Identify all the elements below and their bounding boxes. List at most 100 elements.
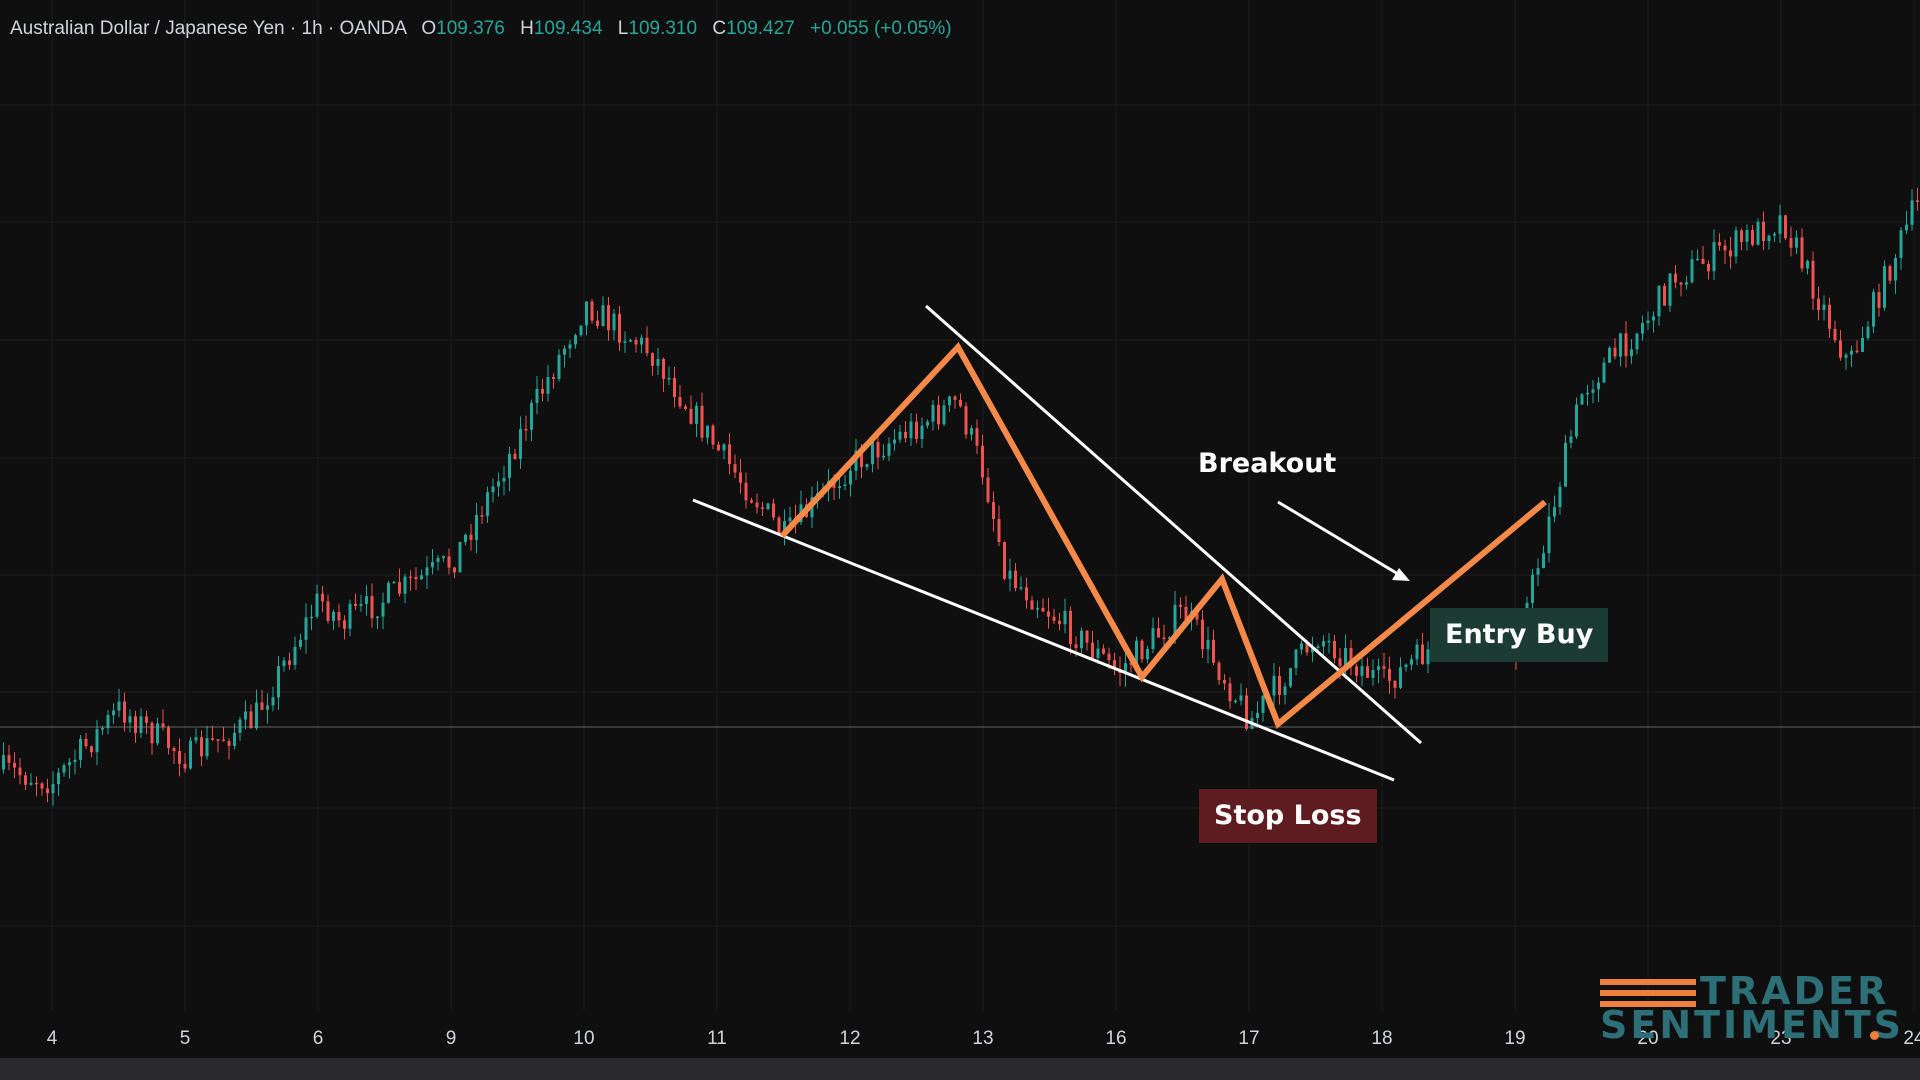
candle-body bbox=[1883, 266, 1886, 308]
candle-body bbox=[392, 581, 396, 584]
candle-body bbox=[409, 576, 412, 579]
candle-body bbox=[464, 534, 467, 542]
candle-body bbox=[1179, 604, 1182, 607]
candle-body bbox=[1586, 392, 1589, 395]
candle-body bbox=[1146, 648, 1149, 660]
candle-body bbox=[359, 603, 363, 607]
candle-body bbox=[106, 715, 110, 729]
candle-body bbox=[1690, 259, 1694, 283]
candle-body bbox=[73, 759, 77, 763]
candle-body bbox=[1745, 229, 1749, 242]
candle-body bbox=[1091, 642, 1094, 658]
candle-body bbox=[156, 723, 159, 744]
candle-body bbox=[205, 738, 209, 757]
logo-word-sentiments: SENTIMENTS bbox=[1600, 1003, 1905, 1047]
candle-body bbox=[546, 377, 550, 394]
candle-body bbox=[1058, 620, 1061, 625]
candle-body bbox=[777, 517, 781, 534]
candle-body bbox=[761, 507, 764, 510]
candle-body bbox=[1542, 553, 1545, 569]
candle-body bbox=[326, 601, 330, 621]
candle-body bbox=[557, 354, 561, 379]
candle-body bbox=[128, 716, 132, 723]
candle-body bbox=[1272, 675, 1276, 696]
candle-body bbox=[1327, 640, 1331, 643]
candle-body bbox=[1300, 643, 1303, 650]
candle-body bbox=[1212, 639, 1215, 663]
candle-body bbox=[788, 517, 792, 522]
candle-body bbox=[1696, 258, 1699, 261]
candle-body bbox=[1206, 639, 1210, 650]
logo-dot bbox=[1870, 1031, 1879, 1040]
candle-body bbox=[1663, 285, 1666, 306]
candle-body bbox=[530, 402, 533, 430]
stop-loss-label: Stop Loss bbox=[1199, 789, 1377, 843]
candle-body bbox=[1608, 347, 1611, 363]
candle-body bbox=[1003, 542, 1006, 579]
candle-body bbox=[1278, 675, 1281, 695]
candle-body bbox=[458, 541, 462, 573]
x-tick-label: 16 bbox=[1105, 1028, 1126, 1049]
candle-body bbox=[1256, 712, 1259, 719]
candle-body bbox=[447, 556, 451, 568]
candle-body bbox=[1773, 233, 1776, 236]
candle-body bbox=[332, 611, 335, 621]
chart-header: Australian Dollar / Japanese Yen · 1h · … bbox=[10, 18, 952, 40]
candle-body bbox=[1635, 333, 1639, 350]
candle-body bbox=[1619, 333, 1622, 357]
candle-body bbox=[1421, 644, 1424, 665]
candle-body bbox=[1047, 611, 1050, 617]
candle-body bbox=[1162, 637, 1166, 640]
candle-body bbox=[1536, 568, 1540, 575]
candle-body bbox=[678, 397, 682, 407]
candle-body bbox=[1322, 641, 1325, 647]
candle-body bbox=[1366, 666, 1369, 678]
candle-body bbox=[90, 746, 93, 753]
candle-body bbox=[513, 453, 517, 459]
candle-body bbox=[612, 313, 616, 331]
candle-body bbox=[882, 455, 885, 458]
logo-stripes bbox=[1600, 979, 1696, 1012]
candle-body bbox=[634, 339, 638, 345]
candle-body bbox=[1828, 304, 1831, 329]
candle-body bbox=[1718, 241, 1721, 246]
candle-body bbox=[486, 492, 489, 516]
candle-body bbox=[178, 750, 181, 764]
candle-body bbox=[931, 404, 935, 422]
candle-body bbox=[387, 582, 390, 603]
candle-body bbox=[310, 616, 313, 619]
candle-body bbox=[623, 341, 627, 343]
candle-body bbox=[876, 441, 880, 458]
candle-body bbox=[596, 320, 599, 327]
candle-body bbox=[321, 593, 324, 602]
candle-body bbox=[1217, 662, 1221, 681]
candle-body bbox=[29, 782, 33, 785]
candle-body bbox=[172, 748, 176, 751]
candle-body bbox=[260, 702, 264, 710]
candle-body bbox=[1800, 237, 1804, 269]
candle-body bbox=[1668, 273, 1672, 306]
candle-body bbox=[915, 421, 918, 439]
candles bbox=[2, 187, 1919, 806]
candle-body bbox=[1580, 394, 1584, 405]
candle-body bbox=[1822, 304, 1826, 311]
candle-body bbox=[992, 501, 995, 520]
candle-body bbox=[1102, 648, 1105, 654]
candle-body bbox=[601, 305, 605, 327]
candle-body bbox=[161, 723, 165, 728]
candle-body bbox=[145, 716, 148, 723]
candle-body bbox=[282, 660, 286, 667]
candle-body bbox=[1041, 607, 1045, 612]
candle-body bbox=[425, 567, 429, 576]
candle-body bbox=[1008, 570, 1012, 579]
candle-body bbox=[293, 646, 297, 665]
candle-body bbox=[838, 486, 841, 488]
candle-body bbox=[222, 739, 225, 742]
candle-body bbox=[772, 503, 775, 518]
close-label: C bbox=[712, 18, 727, 39]
x-tick-label: 9 bbox=[446, 1028, 457, 1049]
candle-body bbox=[1234, 700, 1237, 703]
candle-body bbox=[1646, 320, 1650, 324]
candle-body bbox=[970, 428, 973, 435]
